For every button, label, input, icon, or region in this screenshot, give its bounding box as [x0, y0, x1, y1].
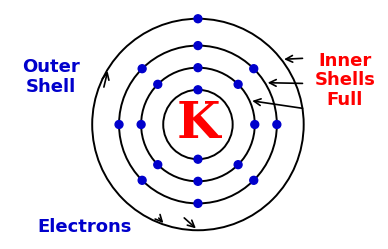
Circle shape — [194, 155, 202, 163]
Circle shape — [138, 65, 146, 73]
Text: Inner
Shells
Full: Inner Shells Full — [314, 52, 375, 109]
Circle shape — [194, 177, 202, 185]
Circle shape — [115, 121, 123, 128]
Circle shape — [234, 80, 242, 88]
Circle shape — [194, 64, 202, 72]
Circle shape — [250, 176, 258, 184]
Text: Electrons: Electrons — [37, 218, 132, 236]
Circle shape — [194, 42, 202, 50]
Text: K: K — [176, 100, 220, 149]
Circle shape — [154, 80, 162, 88]
Circle shape — [234, 161, 242, 169]
Circle shape — [250, 65, 258, 73]
Text: Outer
Shell: Outer Shell — [22, 59, 80, 96]
Circle shape — [194, 199, 202, 207]
Circle shape — [251, 121, 259, 128]
Circle shape — [273, 121, 281, 128]
Circle shape — [194, 86, 202, 94]
Circle shape — [138, 176, 146, 184]
Circle shape — [154, 161, 162, 169]
Circle shape — [137, 121, 145, 128]
Circle shape — [194, 15, 202, 23]
